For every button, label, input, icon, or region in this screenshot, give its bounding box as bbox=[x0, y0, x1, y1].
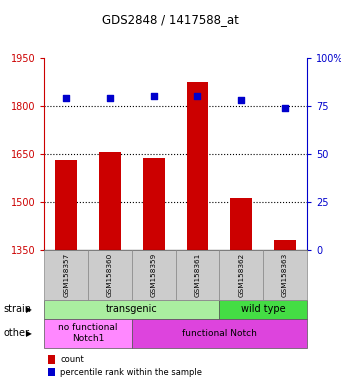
Bar bbox=[99, 152, 121, 250]
Text: functional Notch: functional Notch bbox=[182, 329, 257, 338]
Text: no functional
Notch1: no functional Notch1 bbox=[58, 323, 118, 343]
Text: percentile rank within the sample: percentile rank within the sample bbox=[60, 367, 202, 377]
Text: ▶: ▶ bbox=[26, 305, 32, 314]
Text: GSM158363: GSM158363 bbox=[282, 252, 288, 297]
Text: GSM158360: GSM158360 bbox=[107, 252, 113, 297]
Text: other: other bbox=[3, 328, 29, 338]
Text: GSM158362: GSM158362 bbox=[238, 252, 244, 297]
Bar bbox=[230, 199, 252, 250]
Text: GSM158359: GSM158359 bbox=[151, 252, 157, 297]
Point bbox=[282, 104, 288, 111]
Bar bbox=[187, 82, 208, 250]
Text: GSM158357: GSM158357 bbox=[63, 252, 69, 297]
Bar bbox=[143, 159, 165, 250]
Text: GSM158361: GSM158361 bbox=[194, 252, 201, 297]
Point bbox=[63, 95, 69, 101]
Point bbox=[239, 97, 244, 103]
Text: count: count bbox=[60, 355, 84, 364]
Point bbox=[151, 93, 157, 99]
Bar bbox=[55, 160, 77, 250]
Point bbox=[107, 95, 113, 101]
Text: transgenic: transgenic bbox=[106, 304, 158, 314]
Text: GDS2848 / 1417588_at: GDS2848 / 1417588_at bbox=[102, 13, 239, 26]
Point bbox=[195, 93, 200, 99]
Text: ▶: ▶ bbox=[26, 329, 32, 338]
Text: strain: strain bbox=[3, 304, 31, 314]
Text: wild type: wild type bbox=[241, 304, 285, 314]
Bar bbox=[274, 240, 296, 250]
